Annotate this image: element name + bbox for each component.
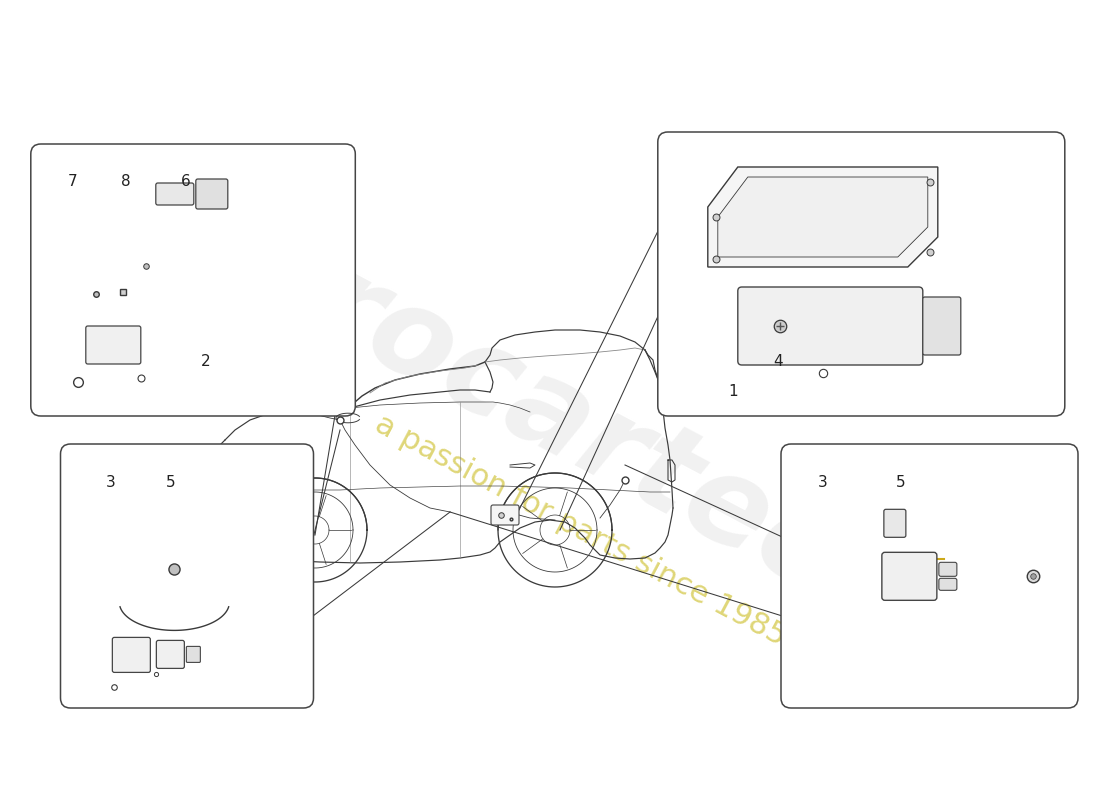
FancyBboxPatch shape: [939, 562, 957, 576]
FancyBboxPatch shape: [186, 646, 200, 662]
Text: 2: 2: [201, 354, 210, 369]
FancyBboxPatch shape: [156, 183, 194, 205]
FancyBboxPatch shape: [882, 552, 937, 600]
FancyBboxPatch shape: [31, 144, 355, 416]
Polygon shape: [707, 167, 938, 267]
FancyBboxPatch shape: [939, 578, 957, 590]
FancyBboxPatch shape: [923, 297, 960, 355]
Text: 5: 5: [896, 474, 905, 490]
Text: 3: 3: [106, 474, 116, 490]
Text: 7: 7: [68, 174, 78, 190]
FancyBboxPatch shape: [60, 444, 314, 708]
Text: a passion for parts since 1985: a passion for parts since 1985: [370, 409, 791, 651]
FancyBboxPatch shape: [196, 179, 228, 209]
FancyBboxPatch shape: [658, 132, 1065, 416]
FancyBboxPatch shape: [781, 444, 1078, 708]
FancyBboxPatch shape: [86, 326, 141, 364]
FancyBboxPatch shape: [112, 638, 151, 673]
FancyBboxPatch shape: [738, 287, 923, 365]
FancyBboxPatch shape: [156, 641, 185, 669]
FancyBboxPatch shape: [491, 505, 519, 525]
Text: eurocartec: eurocartec: [144, 164, 856, 616]
Text: 8: 8: [121, 174, 131, 190]
Text: 3: 3: [818, 474, 828, 490]
Text: 5: 5: [166, 474, 175, 490]
Text: 6: 6: [180, 174, 190, 190]
Text: 1: 1: [728, 383, 738, 398]
FancyBboxPatch shape: [884, 510, 906, 538]
Text: 4: 4: [773, 354, 782, 369]
Polygon shape: [718, 177, 927, 257]
